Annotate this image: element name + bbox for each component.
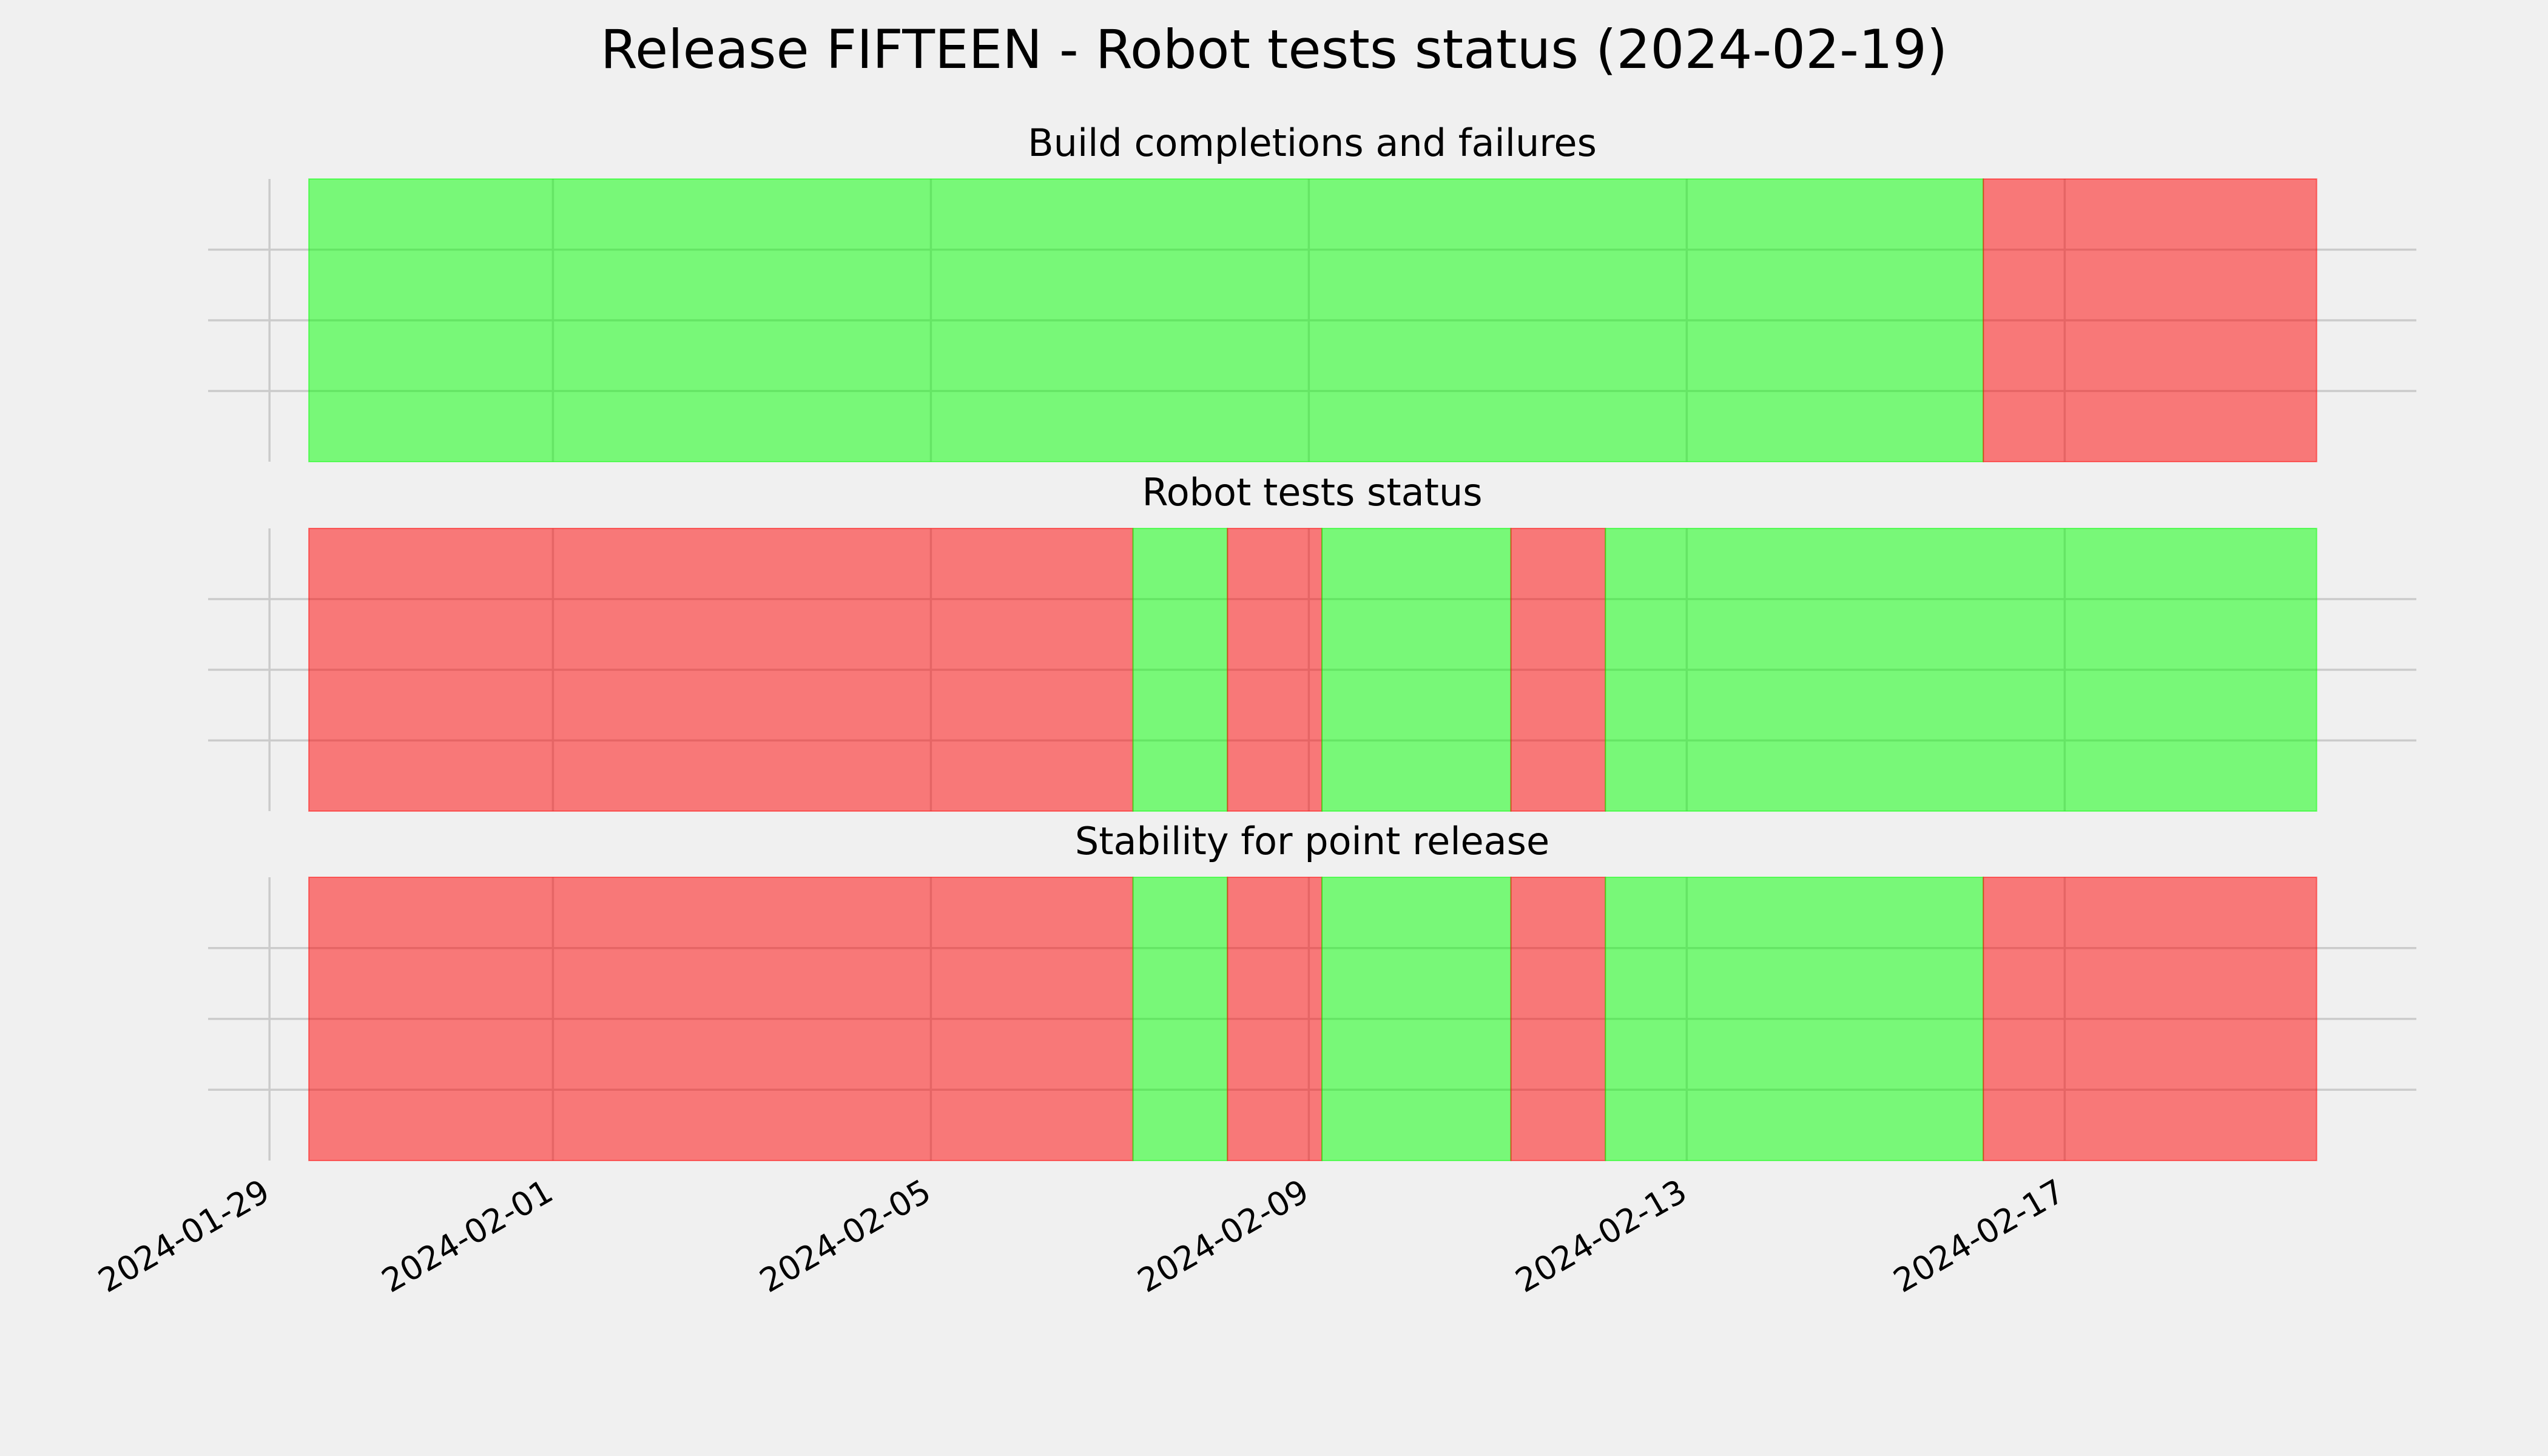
status-span <box>1227 528 1323 812</box>
status-span <box>1983 877 2317 1161</box>
status-span <box>308 178 1984 462</box>
status-span <box>1605 877 1984 1161</box>
status-span <box>1132 877 1228 1161</box>
chart-title: Release FIFTEEN - Robot tests status (20… <box>601 18 1947 81</box>
status-span <box>1321 877 1512 1161</box>
status-span <box>1510 877 1606 1161</box>
subplot-title: Robot tests status <box>1142 470 1482 514</box>
status-span <box>308 877 1134 1161</box>
status-span <box>1227 877 1323 1161</box>
status-span <box>1605 528 2317 812</box>
status-span <box>1321 528 1512 812</box>
status-span <box>1983 178 2317 462</box>
status-span <box>308 528 1134 812</box>
status-span <box>1510 528 1606 812</box>
status-span <box>1132 528 1228 812</box>
subplot-title: Stability for point release <box>1075 819 1549 863</box>
subplot-title: Build completions and failures <box>1028 121 1597 165</box>
